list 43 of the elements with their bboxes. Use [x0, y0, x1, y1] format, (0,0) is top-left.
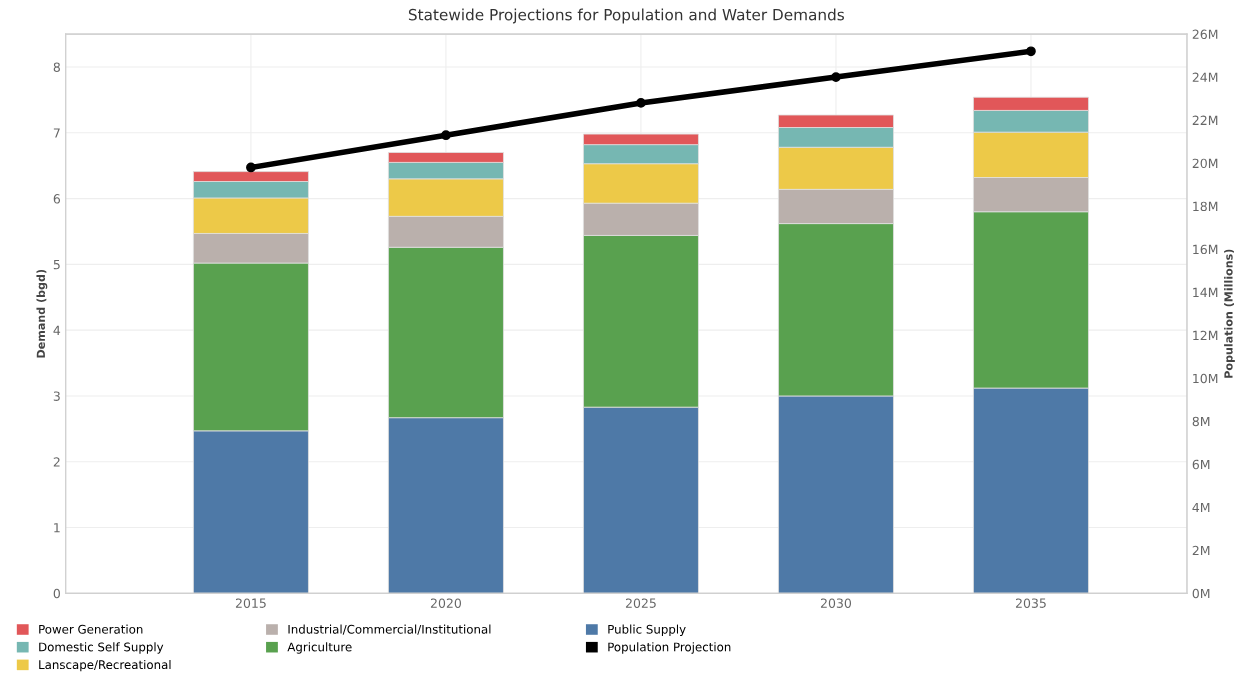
legend-label: Population Projection [608, 642, 731, 654]
y-tick-label: 6 [53, 194, 61, 204]
x-tick-label: 2015 [235, 598, 266, 608]
y2-tick-label: 26M [1192, 29, 1218, 40]
y-tick-label: 4 [53, 325, 61, 335]
legend-label: Public Supply [608, 624, 686, 637]
y-tick-label: 2 [53, 457, 60, 467]
y2-tick-label: 6M [1192, 459, 1210, 470]
y2-tick-label: 12M [1193, 330, 1218, 340]
y2-tick-label: 10M [1193, 373, 1218, 384]
x-tick-label: 2025 [625, 598, 656, 608]
y2-tick-label: 24M [1192, 72, 1218, 82]
y2-tick-label: 20M [1192, 158, 1218, 169]
point [636, 98, 646, 108]
y2-tick-label: 18M [1193, 201, 1218, 212]
y-tick-label: 1 [54, 523, 60, 533]
legend-label: Agriculture [287, 642, 352, 654]
y2-tick-label: 4M [1192, 502, 1210, 513]
legend-label: Domestic Self Supply [39, 642, 164, 654]
point [831, 72, 841, 82]
point [1026, 46, 1036, 57]
y-tick-label: 3 [53, 391, 60, 401]
chart-title: Statewide Projections for Population and Water Demands [408, 8, 844, 24]
y-tick-label: 5 [53, 260, 60, 270]
y2-tick-label: 16M [1193, 244, 1218, 255]
point [441, 130, 451, 141]
y-tick-label: 7 [53, 128, 60, 138]
y-axis-title: Demand (bgd) [36, 269, 48, 358]
x-tick-label: 2020 [430, 598, 462, 608]
legend-label: Industrial/Commercial/Institutional [288, 624, 491, 635]
y2-tick-label: 22M [1192, 115, 1218, 125]
legend-label: Power Generation [39, 624, 143, 634]
y-tick-label: 8 [53, 62, 60, 72]
y2-tick-label: 0M [1192, 588, 1210, 599]
y2-tick-label: 2M [1192, 545, 1210, 556]
y2-tick-label: 8M [1192, 416, 1210, 427]
point [246, 162, 256, 173]
legend-label: Lanscape/Recreational [39, 659, 171, 672]
y2-axis-title: Population (Millions) [1224, 249, 1235, 378]
x-tick-label: 2030 [820, 598, 852, 608]
y2-tick-label: 14M [1193, 287, 1218, 297]
x-tick-label: 2035 [1015, 598, 1046, 608]
y-tick-label: 0 [53, 588, 60, 599]
